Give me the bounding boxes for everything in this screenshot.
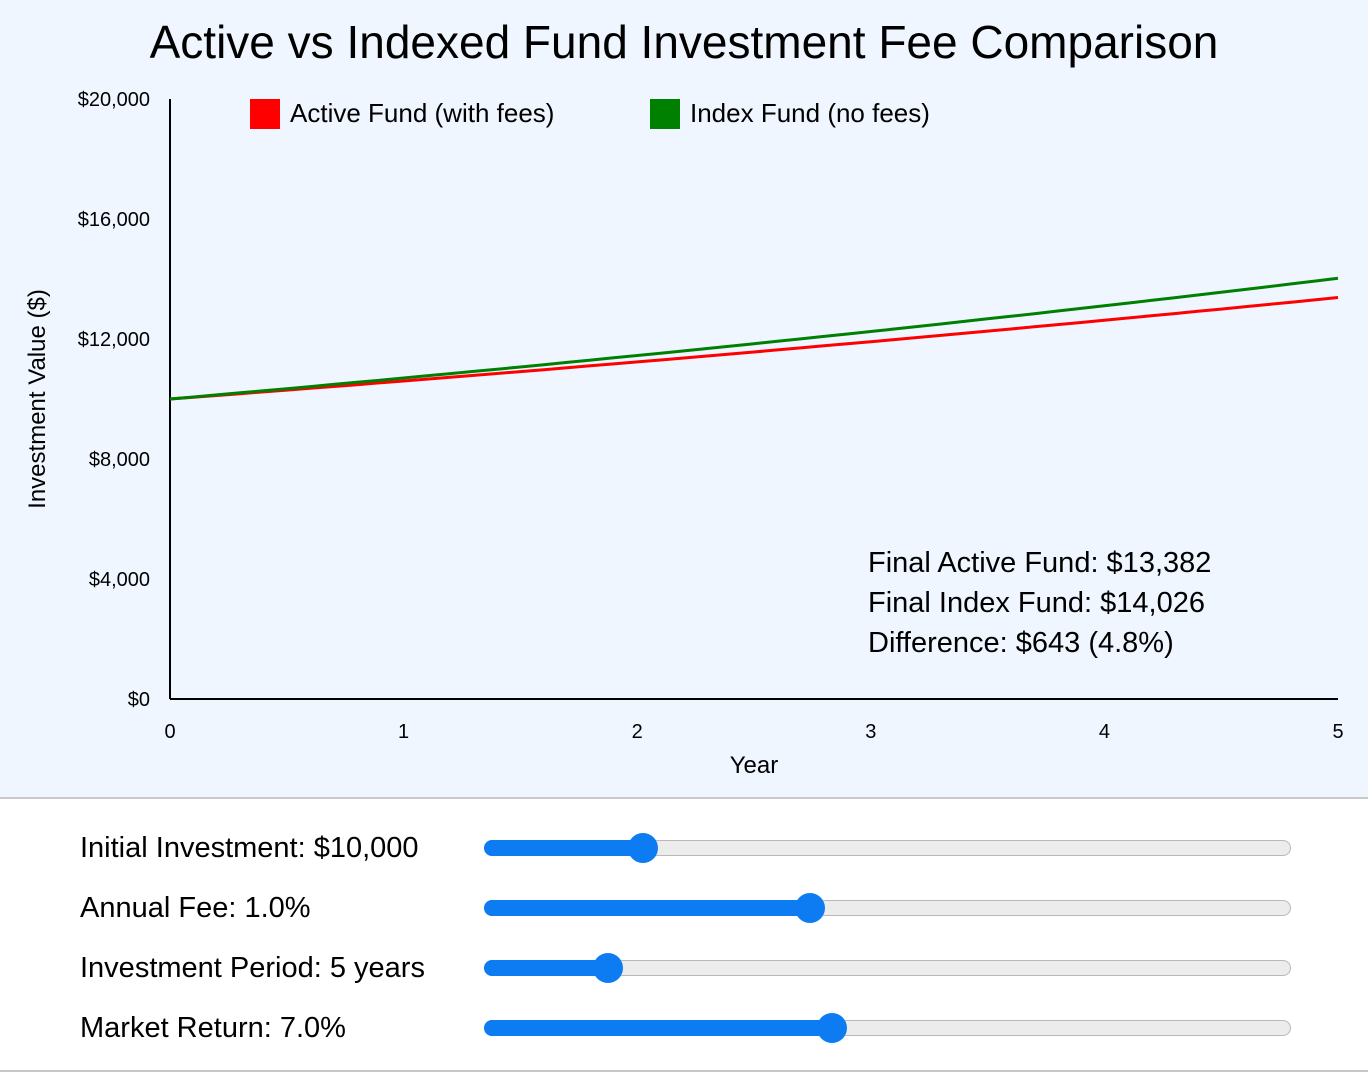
annual-fee-slider[interactable] [484,893,1291,923]
slider-fill [484,900,810,916]
y-tick-label: $0 [128,689,150,711]
controls-panel: Initial Investment: $10,000 Annual Fee: … [0,799,1368,1072]
index-fund-line [169,276,1339,401]
investment-period-label: Investment Period: 5 years [80,952,425,984]
x-axis-label: Year [730,752,779,779]
investment-period-slider[interactable] [484,953,1291,983]
x-tick-label: 3 [865,721,876,743]
y-tick-label: $8,000 [89,449,150,471]
control-row: Initial Investment: $10,000 [0,828,1368,868]
y-tick-label: $16,000 [78,209,150,231]
chart-title: Active vs Indexed Fund Investment Fee Co… [149,16,1219,68]
chart-panel: Active vs Indexed Fund Investment Fee Co… [0,0,1368,799]
slider-thumb[interactable] [592,953,623,983]
annual-fee-label: Annual Fee: 1.0% [80,892,311,924]
slider-fill [484,960,607,976]
y-axis-label: Investment Value ($) [24,289,51,509]
x-tick-label: 5 [1332,721,1343,743]
x-tick-label: 4 [1099,721,1110,743]
summary-annotation: Final Active Fund: $13,382 [868,547,1211,579]
initial-investment-label: Initial Investment: $10,000 [80,832,419,864]
summary-annotation: Difference: $643 (4.8%) [868,627,1174,659]
slider-fill [484,840,643,856]
control-row: Market Return: 7.0% [0,1008,1368,1048]
y-tick-label: $12,000 [78,329,150,351]
slider-thumb[interactable] [795,893,826,923]
slider-thumb[interactable] [817,1013,847,1043]
slider-fill [484,1020,831,1036]
slider-thumb[interactable] [628,833,659,863]
legend-label: Index Fund (no fees) [690,98,930,128]
x-tick-label: 1 [398,721,409,743]
line-chart: $0 $4,000 $8,000 $12,000 $16,000 $20,000 0 1 2 3 4… [24,89,1344,779]
y-tick-label: $4,000 [89,569,150,591]
market-return-slider[interactable] [484,1013,1291,1043]
initial-investment-slider[interactable] [484,833,1291,863]
summary-annotation: Final Index Fund: $14,026 [868,587,1205,619]
legend-swatch [650,99,680,129]
x-tick-label: 2 [632,721,643,743]
legend-label: Active Fund (with fees) [290,98,554,128]
legend-swatch [250,99,280,129]
active-fund-line [169,296,1339,401]
y-tick-label: $20,000 [78,89,150,111]
market-return-label: Market Return: 7.0% [80,1012,346,1044]
control-row: Investment Period: 5 years [0,948,1368,988]
x-tick-label: 0 [164,721,175,743]
control-row: Annual Fee: 1.0% [0,888,1368,928]
